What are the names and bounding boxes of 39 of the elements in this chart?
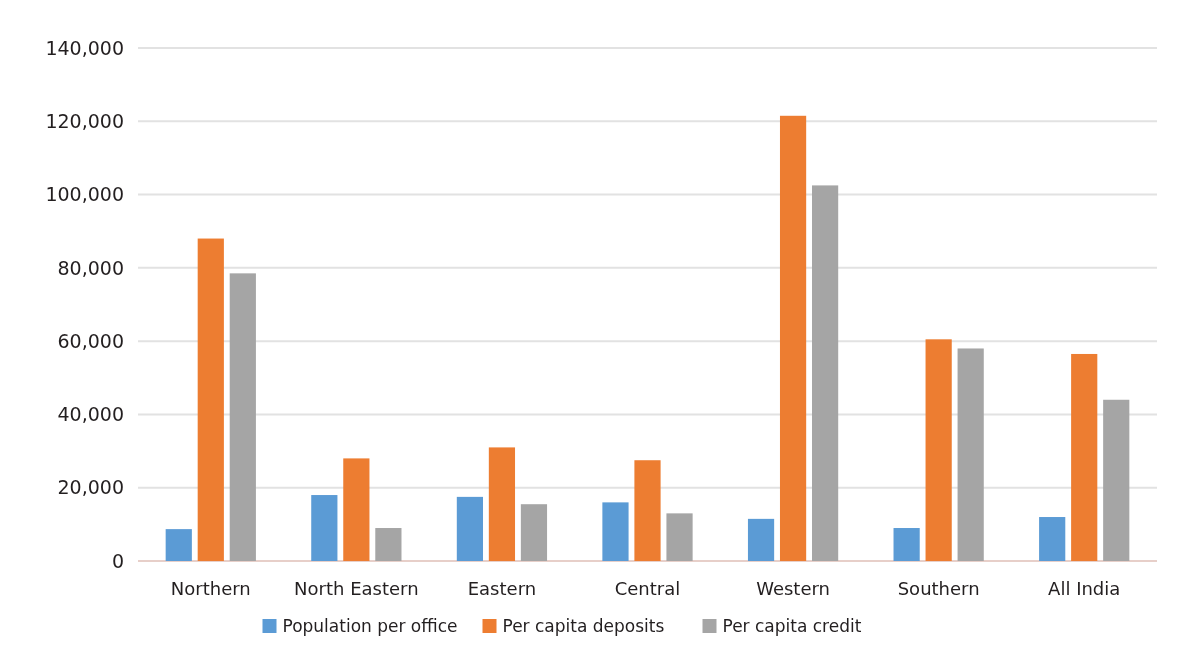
y-tick-label: 100,000 (45, 183, 124, 206)
y-tick-label: 40,000 (57, 403, 124, 426)
bar (456, 496, 483, 561)
bar (957, 348, 984, 561)
x-tick-label: Southern (897, 578, 980, 599)
legend-label: Per capita deposits (502, 615, 665, 636)
bar (634, 460, 661, 561)
x-tick-label: Western (756, 578, 830, 599)
y-tick-label: 0 (111, 549, 124, 572)
bar (779, 115, 807, 561)
x-tick-label: Eastern (467, 578, 537, 599)
y-tick-label: 80,000 (57, 256, 124, 279)
bar (343, 458, 370, 561)
bar (747, 518, 775, 561)
bar (1103, 399, 1130, 561)
bar (666, 513, 693, 561)
bar (375, 528, 402, 561)
bar (165, 529, 192, 561)
bar (1071, 353, 1098, 561)
y-tick-label: 120,000 (45, 109, 124, 132)
legend-label: Population per office (282, 615, 458, 636)
bar (812, 185, 839, 561)
bar (197, 238, 224, 561)
bar (893, 528, 920, 561)
bar (1039, 517, 1066, 561)
bar (229, 273, 256, 561)
y-tick-label: 20,000 (57, 476, 124, 499)
x-tick-label: Central (614, 578, 681, 599)
x-tick-label: Northern (170, 578, 251, 599)
y-tick-label: 140,000 (45, 36, 124, 59)
x-tick-label: All India (1048, 578, 1121, 599)
bar (488, 447, 516, 561)
y-tick-label: 60,000 (57, 329, 124, 352)
bar (925, 339, 952, 561)
bar (602, 502, 629, 561)
x-tick-label: North Eastern (294, 578, 419, 599)
bar (311, 495, 338, 561)
legend-label: Per capita credit (722, 615, 862, 636)
bar (520, 504, 548, 561)
